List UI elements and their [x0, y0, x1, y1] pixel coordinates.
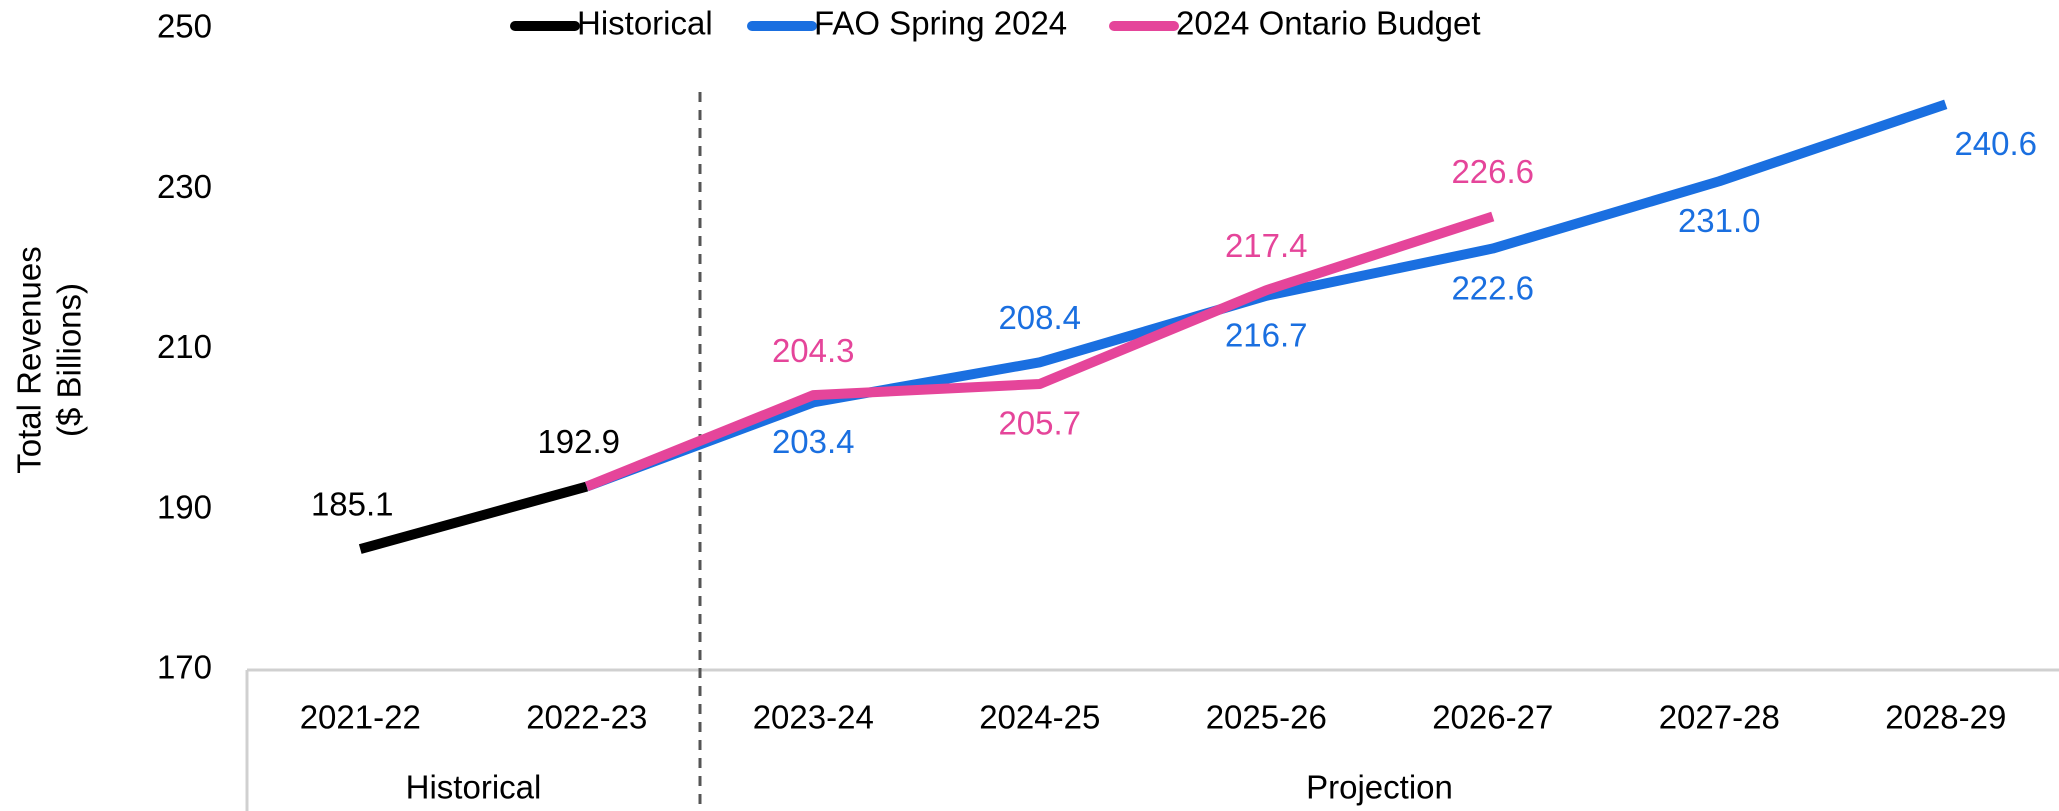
data-label: 226.6	[1451, 153, 1534, 190]
data-label: 217.4	[1225, 227, 1308, 264]
group-label: Historical	[406, 769, 542, 806]
data-label: 185.1	[311, 486, 394, 523]
y-tick-label: 250	[157, 8, 212, 45]
data-label: 203.4	[772, 423, 855, 460]
y-tick-label: 230	[157, 168, 212, 205]
data-label: 204.3	[772, 332, 855, 369]
y-axis-label: Total Revenues	[11, 246, 48, 473]
data-label: 222.6	[1451, 269, 1534, 306]
x-tick-label: 2026-27	[1432, 699, 1553, 736]
data-label: 205.7	[998, 405, 1081, 442]
y-tick-label: 210	[157, 328, 212, 365]
x-tick-label: 2027-28	[1659, 699, 1780, 736]
legend-label: Historical	[577, 5, 713, 42]
x-tick-label: 2028-29	[1885, 699, 2006, 736]
data-label: 231.0	[1678, 202, 1761, 239]
legend-label: FAO Spring 2024	[814, 5, 1067, 42]
y-tick-label: 170	[157, 649, 212, 686]
series-line	[585, 99, 1948, 492]
x-tick-label: 2021-22	[300, 699, 421, 736]
legend-label: 2024 Ontario Budget	[1176, 5, 1481, 42]
series-line	[584, 211, 1495, 492]
x-tick-label: 2022-23	[526, 699, 647, 736]
x-tick-label: 2025-26	[1206, 699, 1327, 736]
data-label: 240.6	[1954, 125, 2037, 162]
data-label: 208.4	[998, 299, 1081, 336]
y-axis-label: ($ Billions)	[51, 283, 88, 437]
data-label: 216.7	[1225, 317, 1308, 354]
data-label: 192.9	[537, 423, 620, 460]
y-tick-label: 190	[157, 488, 212, 525]
x-tick-label: 2023-24	[753, 699, 874, 736]
x-tick-label: 2024-25	[979, 699, 1100, 736]
group-label: Projection	[1306, 769, 1453, 806]
series-line	[358, 481, 589, 554]
